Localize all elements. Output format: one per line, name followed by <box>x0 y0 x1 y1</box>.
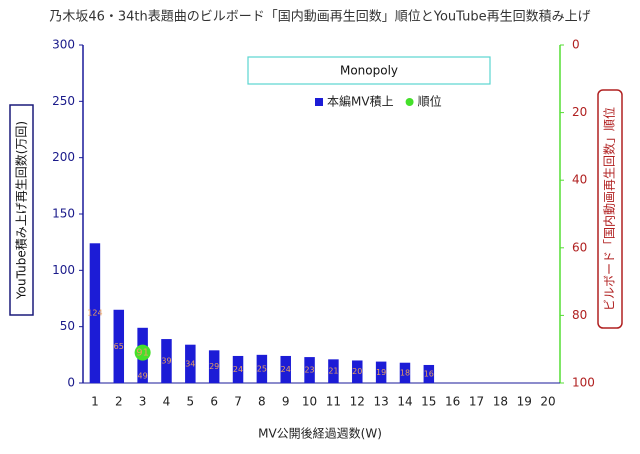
y-tick-label: 200 <box>52 150 75 164</box>
y-tick-label: 50 <box>60 319 75 333</box>
data-label: 91 <box>136 348 149 359</box>
data-label: 20 <box>352 367 362 376</box>
x-tick-label: 19 <box>517 395 532 409</box>
x-tick-label: 16 <box>445 395 460 409</box>
bar <box>423 364 435 383</box>
y2-tick-label: 80 <box>572 308 587 322</box>
y2-tick-label: 20 <box>572 105 587 119</box>
bar <box>232 355 244 383</box>
data-label: 49 <box>138 372 148 381</box>
data-label: 19 <box>376 368 386 377</box>
y-axis-label: YouTube積み上げ再生回数(万回) <box>14 121 29 300</box>
y-tick-label: 150 <box>52 207 75 221</box>
x-tick-label: 20 <box>540 395 555 409</box>
y2-tick-label: 40 <box>572 173 587 187</box>
data-label: 21 <box>328 367 338 376</box>
y-tick-label: 300 <box>52 38 75 52</box>
x-tick-label: 8 <box>258 395 266 409</box>
data-label: 29 <box>209 362 219 371</box>
data-label: 16 <box>424 369 434 378</box>
x-tick-label: 13 <box>373 395 388 409</box>
annotation: Monopoly <box>340 64 398 78</box>
chart-title: 乃木坂46・34th表題曲のビルボード「国内動画再生回数」順位とYouTube再… <box>49 9 590 25</box>
bar <box>161 339 172 383</box>
x-tick-label: 9 <box>282 395 290 409</box>
y-tick-label: 0 <box>67 376 75 390</box>
annotation-box <box>247 56 491 85</box>
data-label: 124 <box>87 309 102 318</box>
y2-tick-label: 100 <box>572 376 595 390</box>
bar <box>328 359 339 383</box>
y2-tick-label: 0 <box>572 38 580 52</box>
bar <box>185 344 196 383</box>
x-tick-label: 10 <box>302 395 317 409</box>
legend-swatch <box>405 98 414 106</box>
bar <box>113 309 125 383</box>
bar <box>256 354 268 383</box>
legend-label: 本編MV積上 <box>327 94 394 109</box>
x-axis-label: MV公開後経過週数(W) <box>258 426 382 441</box>
bar <box>375 361 387 383</box>
bar <box>352 360 363 383</box>
x-tick-label: 7 <box>234 395 242 409</box>
y-label-box <box>9 104 34 316</box>
x-tick-label: 3 <box>139 395 147 409</box>
legend-label: 順位 <box>418 94 442 109</box>
x-tick-label: 12 <box>350 395 365 409</box>
y2-tick-label: 60 <box>572 240 587 254</box>
data-label: 23 <box>304 366 314 375</box>
x-tick-label: 5 <box>187 395 195 409</box>
x-tick-label: 2 <box>115 395 123 409</box>
x-tick-label: 17 <box>469 395 484 409</box>
data-label: 34 <box>185 359 195 368</box>
bar <box>399 362 411 383</box>
x-tick-label: 4 <box>163 395 171 409</box>
y-tick-label: 100 <box>52 263 75 277</box>
bar <box>304 357 315 383</box>
data-label: 25 <box>257 364 267 373</box>
y2-label-box <box>597 89 623 329</box>
data-label: 65 <box>114 342 124 351</box>
data-label: 39 <box>161 357 171 366</box>
bar <box>280 355 291 383</box>
data-label: 18 <box>400 368 410 377</box>
legend-swatch <box>315 98 323 106</box>
x-tick-label: 18 <box>493 395 508 409</box>
x-tick-label: 15 <box>421 395 436 409</box>
y2-axis-label: ビルボード「国内動画再生回数」順位 <box>602 107 617 311</box>
bar <box>208 350 220 383</box>
data-label: 24 <box>281 365 291 374</box>
x-tick-label: 6 <box>210 395 218 409</box>
y-tick-label: 250 <box>52 94 75 108</box>
bar <box>89 243 101 383</box>
x-tick-label: 11 <box>326 395 341 409</box>
data-label: 24 <box>233 365 243 374</box>
x-tick-label: 1 <box>91 395 99 409</box>
x-tick-label: 14 <box>397 395 412 409</box>
point <box>134 344 151 361</box>
